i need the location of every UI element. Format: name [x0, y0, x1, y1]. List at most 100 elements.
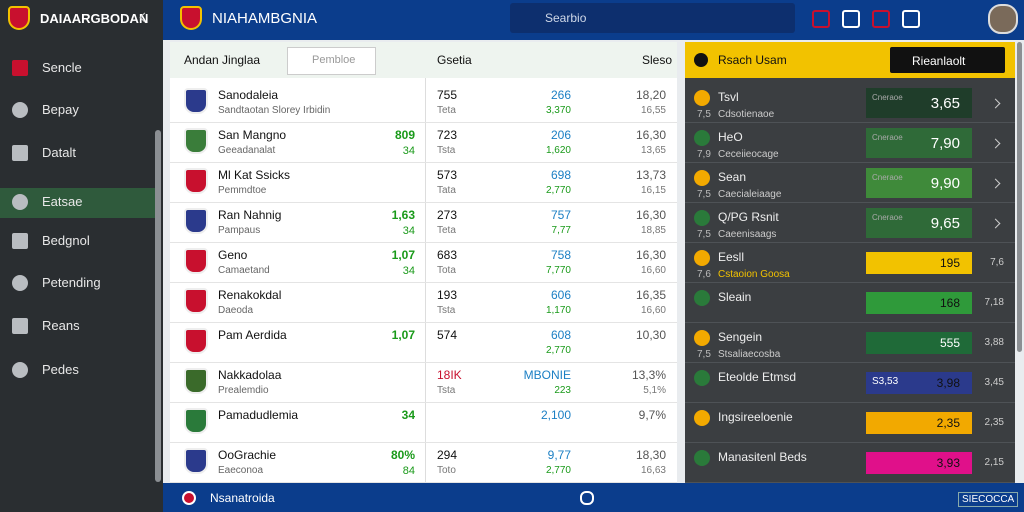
side-name: Manasitenl Beds [718, 450, 807, 464]
nav-item[interactable]: Pedes [42, 362, 79, 377]
side-icon [694, 330, 710, 346]
main-search[interactable] [287, 47, 376, 75]
row-line [170, 322, 677, 323]
row-line [170, 242, 677, 243]
cell-sub: Teta [437, 105, 456, 116]
cell: 606 [550, 288, 571, 302]
top-icon[interactable] [902, 10, 920, 28]
cell-sub: Toto [437, 465, 456, 476]
top-brand: NIAHAMBGNIA [212, 10, 318, 27]
side-title: Rsach Usam [718, 53, 787, 67]
team-name: Sanodaleia [218, 88, 279, 102]
search-box[interactable] [510, 3, 795, 33]
cell-sub: 16,55 [640, 105, 666, 116]
cell: 18IK [437, 368, 462, 382]
side-sub: Cdsotienaoe [718, 109, 775, 120]
odds-tag: Cneraoe [872, 173, 903, 182]
side-sub: Ceceiieocage [718, 149, 779, 160]
nav-item[interactable]: Bedgnol [42, 233, 90, 248]
odds-box[interactable] [866, 88, 972, 118]
odds-tag: S3,53 [872, 376, 899, 387]
odds-value: 9,90 [930, 175, 960, 192]
nav-item[interactable]: Reans [42, 318, 80, 333]
cell-sub: 2,770 [545, 345, 571, 356]
cell-sub: 223 [554, 385, 571, 396]
nav-icon [12, 275, 28, 291]
cell: 13,3% [631, 368, 666, 382]
side-row-line [685, 162, 1015, 163]
footer-search[interactable] [580, 491, 594, 505]
odds-bar[interactable] [866, 412, 972, 434]
side-icon [694, 53, 708, 67]
side-icon [694, 450, 710, 466]
cell-sub: 16,60 [640, 265, 666, 276]
odds-value: 3,98 [936, 376, 960, 390]
nav-icon [12, 318, 28, 334]
top-logo [180, 6, 202, 30]
odds-end: 2,35 [984, 417, 1004, 428]
cell: 9,77 [547, 448, 571, 462]
cell: 13,73 [635, 168, 666, 182]
side-icon [694, 370, 710, 386]
top-icon[interactable] [872, 10, 890, 28]
row-line [170, 482, 677, 483]
odds-value: 555 [939, 336, 960, 350]
side-button[interactable] [890, 47, 1005, 73]
nav-item[interactable]: Petending [42, 275, 101, 290]
side-icon [694, 170, 710, 186]
cell-sub: 1,620 [545, 145, 571, 156]
top-icon[interactable] [842, 10, 860, 28]
odd: 34 [401, 408, 415, 422]
nav-item[interactable]: Eatsae [42, 194, 83, 209]
side-icon [694, 90, 710, 106]
odd: 809 [394, 128, 415, 142]
team-crest [184, 408, 208, 434]
cell-sub: Tsta [437, 385, 456, 396]
footer-action[interactable]: SIECOCCA [958, 492, 1019, 507]
odds-bar[interactable] [866, 372, 972, 394]
col-header: Gsetia [437, 53, 472, 67]
odds-box[interactable] [866, 128, 972, 158]
cell-sub: Tsta [437, 305, 456, 316]
odds-end: 3,88 [984, 337, 1004, 348]
side-row-line [685, 202, 1015, 203]
side-name: Q/PG Rsnit [718, 210, 779, 224]
team-sub: Pampaus [218, 225, 261, 236]
odds-bar[interactable] [866, 292, 972, 314]
team-sub: Prealemdio [218, 385, 269, 396]
odds-bar[interactable] [866, 252, 972, 274]
odds-box[interactable] [866, 168, 972, 198]
side-name: Sleain [718, 290, 752, 304]
nav-item[interactable]: Sencle [42, 60, 82, 75]
nav-item[interactable]: Datalt [42, 145, 76, 160]
cell: 16,30 [635, 208, 666, 222]
row-line [170, 162, 677, 163]
team-name: Pamadudlemia [218, 408, 299, 422]
side-name: Sean [718, 170, 747, 184]
nav-icon [12, 362, 28, 378]
row-line [170, 282, 677, 283]
main-title: Andan Jinglaa [184, 53, 261, 67]
cell-sub: 13,65 [640, 145, 666, 156]
cell: 723 [437, 128, 458, 142]
cell: 758 [550, 248, 571, 262]
odds-bar[interactable] [866, 332, 972, 354]
cell-sub: 16,63 [640, 465, 666, 476]
team-name: OoGrachie [218, 448, 277, 462]
top-icon[interactable] [812, 10, 830, 28]
side-code: 7,5 [697, 229, 711, 240]
cell-sub: Tota [437, 265, 456, 276]
side-row-line [685, 442, 1015, 443]
nav-item[interactable]: Bepay [42, 102, 79, 117]
odds-bar[interactable] [866, 452, 972, 474]
col-header: Sleso [642, 53, 673, 67]
odds-box[interactable] [866, 208, 972, 238]
row-line [170, 202, 677, 203]
side-row-line [685, 242, 1015, 243]
cell-sub: 7,770 [545, 265, 571, 276]
odds-value: 2,35 [936, 416, 960, 430]
scrollbar [1017, 42, 1022, 352]
row-line [170, 362, 677, 363]
odds-end: 3,45 [984, 377, 1004, 388]
